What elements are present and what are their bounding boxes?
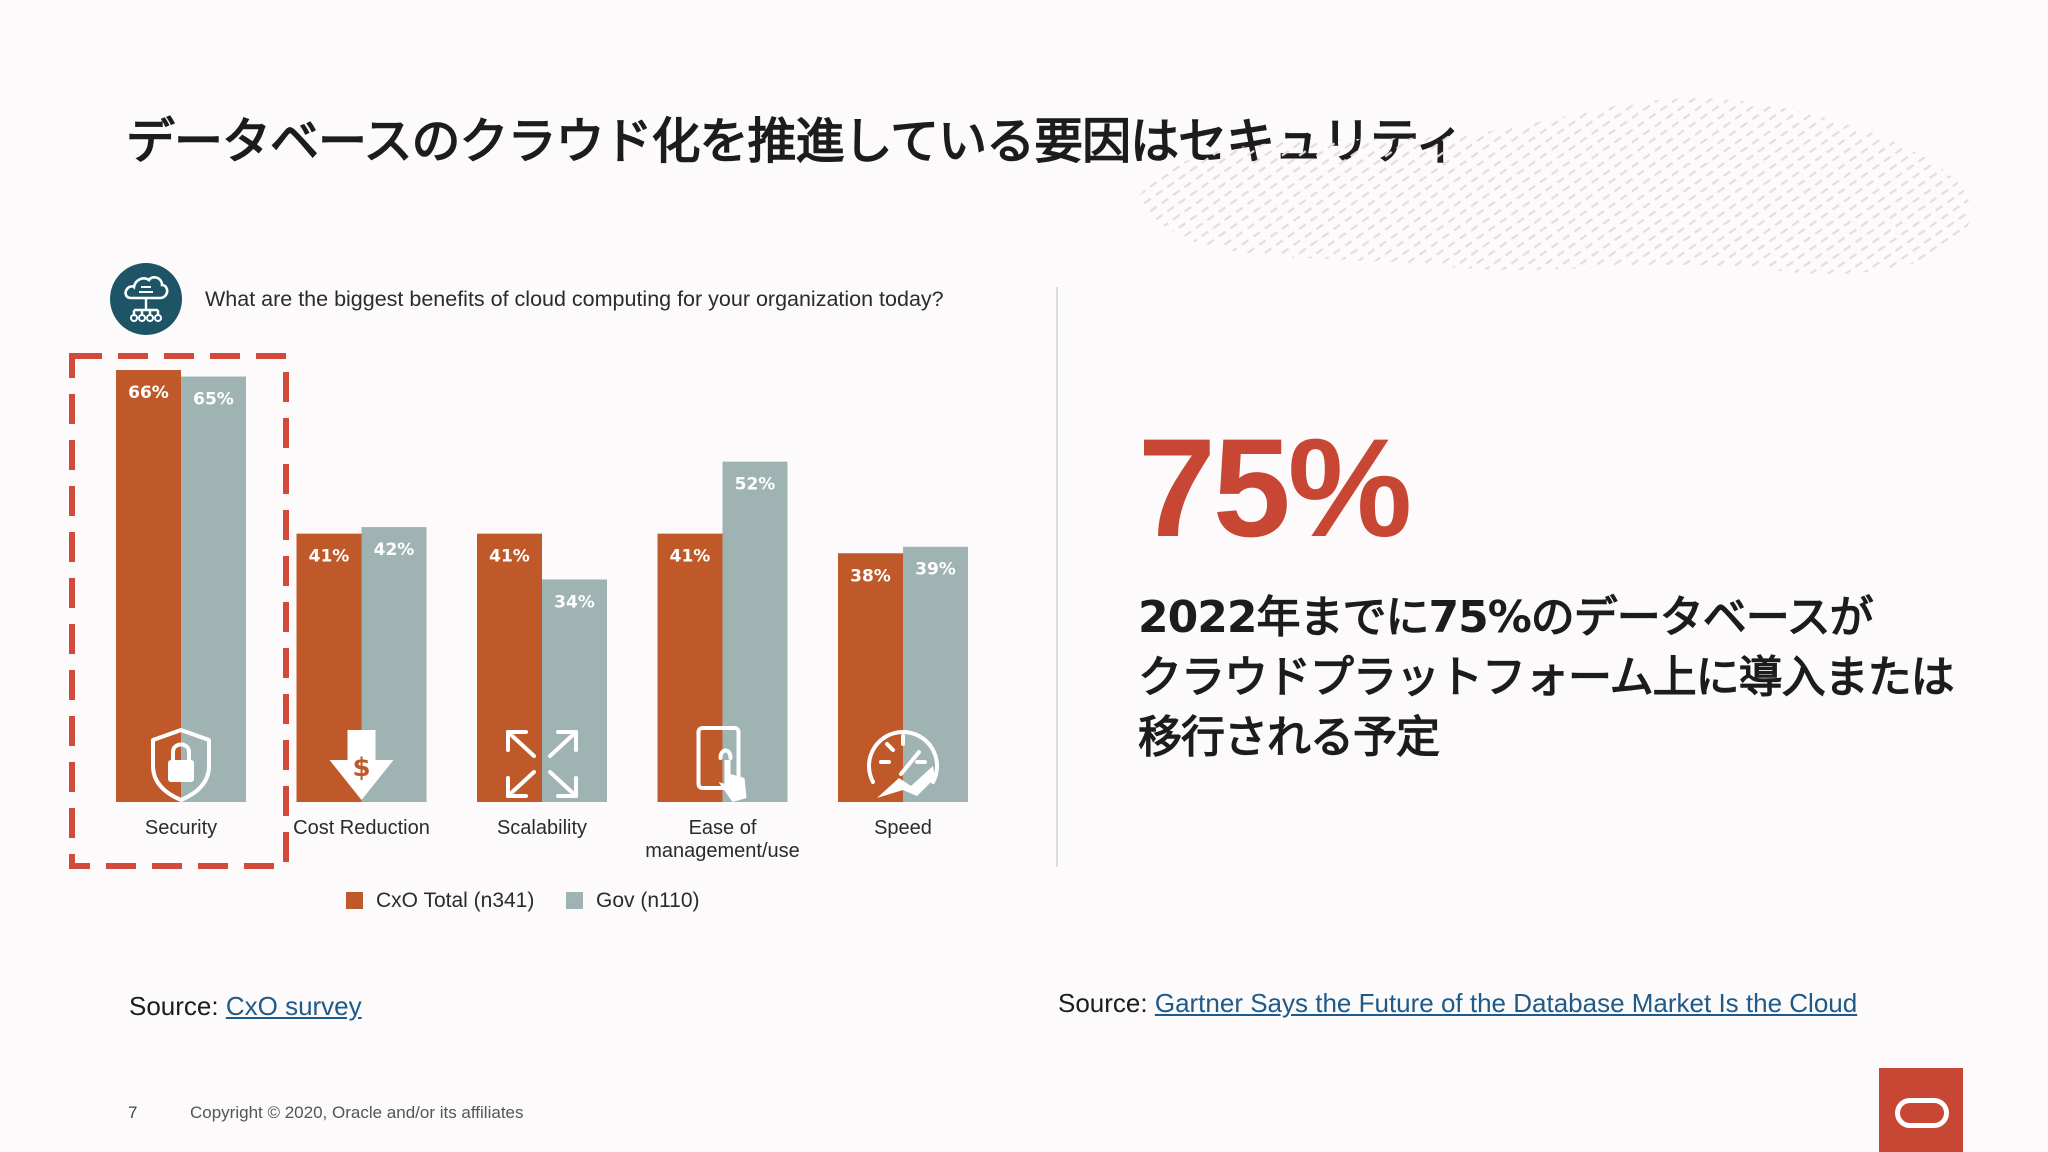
category-label: Ease of: [689, 817, 757, 839]
source-left: Source: CxO survey: [129, 991, 362, 1022]
copyright-notice: Copyright © 2020, Oracle and/or its affi…: [190, 1103, 524, 1122]
category-label: Cost Reduction: [293, 817, 430, 839]
gartner-article-link[interactable]: Gartner Says the Future of the Database …: [1154, 988, 1858, 1018]
stat-description-line: 移行される予定: [1138, 712, 1440, 763]
shield-lock-icon: [151, 728, 211, 802]
cxo-survey-link[interactable]: CxO survey: [225, 991, 362, 1021]
source-right: Source: Gartner Says the Future of the D…: [1058, 988, 1857, 1019]
bar-cxo: [477, 533, 542, 802]
security-highlight-box: [69, 353, 289, 869]
page-number: 7: [128, 1103, 138, 1122]
bar-value-label: 41%: [309, 547, 350, 567]
tablet-touch-icon: [696, 726, 747, 802]
stat-description-line: 2022年までに75%のデータベースが: [1138, 592, 1874, 643]
bar-value-label: 38%: [850, 566, 891, 586]
bar-value-label: 41%: [489, 547, 530, 567]
source-prefix: Source:: [1058, 988, 1148, 1018]
category-label: Scalability: [497, 817, 587, 839]
expand-arrows-icon: [506, 730, 578, 798]
bar-value-label: 66%: [128, 383, 169, 403]
decorative-texture: [1140, 98, 1971, 274]
bar-cxo: [657, 533, 723, 802]
legend-label: Gov (n110): [596, 889, 700, 912]
bar-value-label: 65%: [193, 390, 234, 410]
bar-value-label: 41%: [670, 547, 711, 567]
bar-value-label: 34%: [554, 592, 595, 612]
category-label: management/use: [645, 840, 800, 862]
stat-value: 75%: [1138, 409, 1412, 566]
legend-swatch: [346, 892, 363, 909]
svg-text:$: $: [352, 753, 370, 783]
stat-description-line: クラウドプラットフォーム上に導入または: [1138, 652, 1955, 703]
vertical-divider: [1056, 287, 1058, 867]
bar-gov: [181, 376, 246, 802]
bar-cxo: [116, 370, 181, 802]
stat-description: 2022年までに75%のデータベースが クラウドプラットフォーム上に導入または …: [1138, 588, 1998, 768]
legend-swatch: [566, 892, 583, 909]
survey-question: What are the biggest benefits of cloud c…: [205, 287, 944, 311]
cloud-network-icon: [110, 263, 182, 335]
benefits-bar-chart: $ 66% 65% Security 41% 42% Cost Reduction 41% 3…: [69, 353, 968, 912]
category-label: Speed: [874, 817, 932, 839]
bar-value-label: 39%: [915, 560, 956, 580]
speedometer-icon: [867, 730, 939, 798]
bar-gov: [722, 461, 788, 802]
oracle-logo-icon: [1879, 1068, 1963, 1152]
category-label: Security: [145, 817, 217, 839]
bar-gov: [542, 579, 607, 802]
dollar-down-arrow-icon: $: [329, 730, 394, 800]
bar-value-label: 52%: [735, 475, 776, 495]
bar-value-label: 42%: [374, 540, 415, 560]
legend-label: CxO Total (n341): [376, 889, 534, 912]
source-prefix: Source:: [129, 991, 219, 1021]
